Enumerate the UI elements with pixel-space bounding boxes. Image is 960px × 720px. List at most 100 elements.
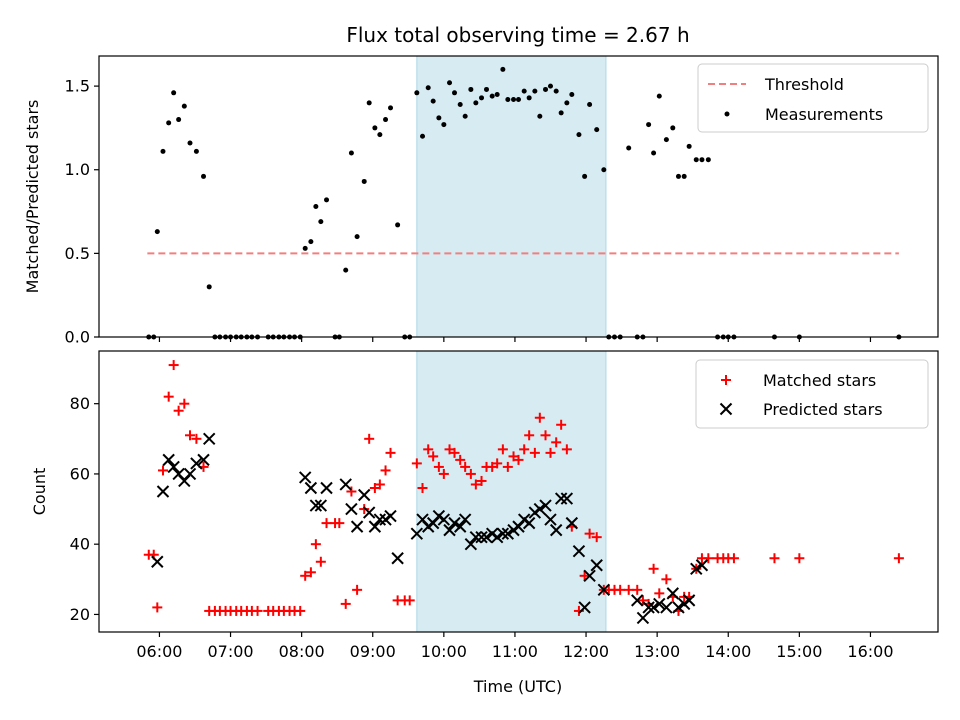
matched-star-point: [428, 451, 439, 462]
matched-star-point: [346, 486, 357, 497]
predicted-star-point: [410, 527, 424, 540]
matched-star-point: [519, 444, 530, 455]
matched-star-point: [157, 465, 168, 476]
predicted-star-point: [475, 530, 488, 544]
predicted-star-point: [544, 513, 557, 526]
bottom-legend-box: [695, 359, 929, 429]
predicted-star-point: [682, 594, 696, 607]
matched-star-point: [893, 553, 904, 564]
matched-star-point: [561, 444, 572, 455]
predicted-star-point: [560, 492, 574, 505]
predicted-star-point: [583, 569, 596, 583]
matched-star-point: [584, 528, 595, 539]
measurement-point: [526, 95, 532, 101]
x-tick-label: 16:00: [847, 642, 893, 661]
measurement-point: [670, 125, 676, 131]
matched-star-point: [310, 539, 321, 550]
measurement-point: [313, 204, 319, 210]
measurement-point: [547, 83, 553, 89]
predicted-star-point: [362, 506, 376, 519]
predicted-star-point: [345, 502, 358, 516]
measurement-point: [166, 120, 172, 126]
matched-star-point: [163, 391, 174, 402]
matched-star-point: [540, 430, 551, 441]
legend-threshold-label: Threshold: [764, 75, 844, 94]
matched-star-point: [591, 532, 602, 543]
predicted-star-point: [203, 432, 216, 446]
measurement-point: [494, 91, 500, 97]
matched-star-point: [374, 479, 385, 490]
measurement-point: [663, 137, 669, 143]
predicted-star-point: [597, 583, 611, 597]
measurement-point: [686, 143, 692, 149]
predicted-star-point: [565, 516, 579, 530]
legend-predicted-label: Predicted stars: [763, 400, 883, 419]
matched-star-point: [173, 405, 184, 416]
legend-matched-marker: [721, 375, 731, 385]
legend-matched-label: Matched stars: [763, 371, 876, 390]
measurement-point: [564, 100, 570, 106]
measurement-point: [656, 93, 662, 99]
measurement-point: [511, 96, 517, 102]
measurement-point: [543, 86, 549, 92]
matched-star-point: [632, 584, 643, 595]
measurement-point: [436, 115, 442, 121]
measurement-point: [479, 95, 485, 101]
bottom-y-axis-label: Count: [30, 468, 49, 516]
matched-star-point: [615, 584, 626, 595]
x-axis-label: Time (UTC): [473, 677, 562, 696]
matched-star-point: [340, 598, 351, 609]
measurement-point: [383, 117, 389, 123]
predicted-star-point: [631, 594, 644, 607]
predicted-star-point: [443, 523, 456, 537]
predicted-star-point: [458, 513, 472, 526]
predicted-star-point: [339, 478, 352, 491]
measurement-point: [201, 173, 207, 179]
measurement-point: [582, 173, 588, 179]
x-tick-label: 06:00: [136, 642, 182, 661]
measurement-point: [160, 148, 166, 154]
matched-star-point: [497, 444, 508, 455]
matched-star-point: [252, 605, 263, 616]
x-tick-label: 11:00: [492, 642, 538, 661]
matched-star-point: [551, 437, 562, 448]
measurement-point: [675, 173, 681, 179]
matched-star-point: [352, 584, 363, 595]
x-tick-label: 10:00: [421, 642, 467, 661]
measurement-point: [516, 96, 521, 102]
observing-window-shade: [416, 350, 607, 633]
predicted-star-point: [197, 453, 210, 467]
measurement-point: [447, 80, 453, 86]
matched-star-point: [492, 458, 503, 469]
matched-star-point: [179, 398, 190, 409]
predicted-star-point: [501, 527, 515, 540]
predicted-star-point: [464, 537, 478, 551]
top-y-tick-label: 1.5: [65, 77, 90, 96]
measurement-point: [206, 284, 212, 290]
matched-star-point: [579, 570, 590, 581]
predicted-star-point: [373, 513, 387, 526]
predicted-star-point: [690, 562, 703, 575]
x-tick-label: 07:00: [207, 642, 253, 661]
predicted-star-point: [384, 509, 397, 523]
predicted-star-point: [453, 520, 467, 533]
predicted-star-point: [358, 488, 371, 502]
matched-star-point: [529, 447, 540, 458]
x-tick-label: 13:00: [634, 642, 680, 661]
top-legend-box: [697, 63, 929, 133]
predicted-star-point: [391, 552, 404, 565]
measurement-point: [425, 85, 431, 91]
measurement-point: [468, 86, 474, 92]
x-tick-label: 12:00: [563, 642, 609, 661]
measurement-point: [601, 167, 607, 173]
predicted-star-point: [350, 520, 364, 533]
predicted-star-point: [533, 502, 547, 516]
predicted-star-point: [636, 611, 650, 625]
predicted-star-point: [653, 597, 666, 611]
measurement-point: [699, 157, 705, 163]
measurement-point: [430, 98, 436, 104]
measurement-point: [366, 100, 372, 106]
predicted-star-point: [660, 601, 673, 614]
predicted-star-point: [490, 530, 504, 544]
